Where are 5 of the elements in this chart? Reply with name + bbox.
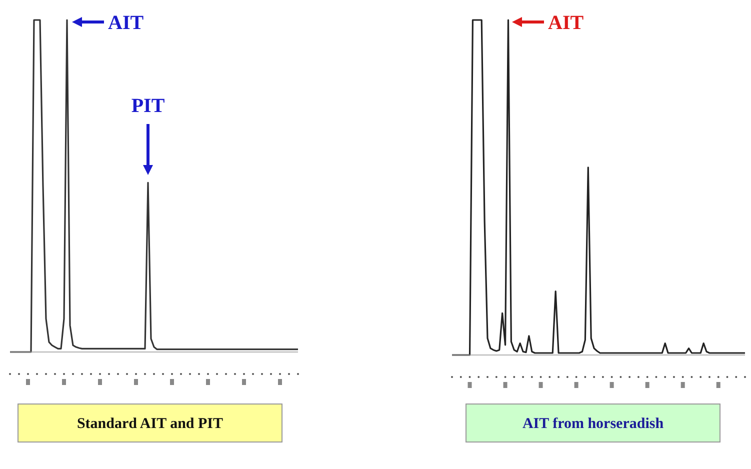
annotation: PIT bbox=[131, 95, 166, 117]
annotation: AIT bbox=[108, 12, 144, 34]
text: AIT from horseradish bbox=[522, 416, 664, 432]
text: Standard AIT and PIT bbox=[76, 416, 224, 432]
annotation: AIT bbox=[548, 12, 584, 34]
